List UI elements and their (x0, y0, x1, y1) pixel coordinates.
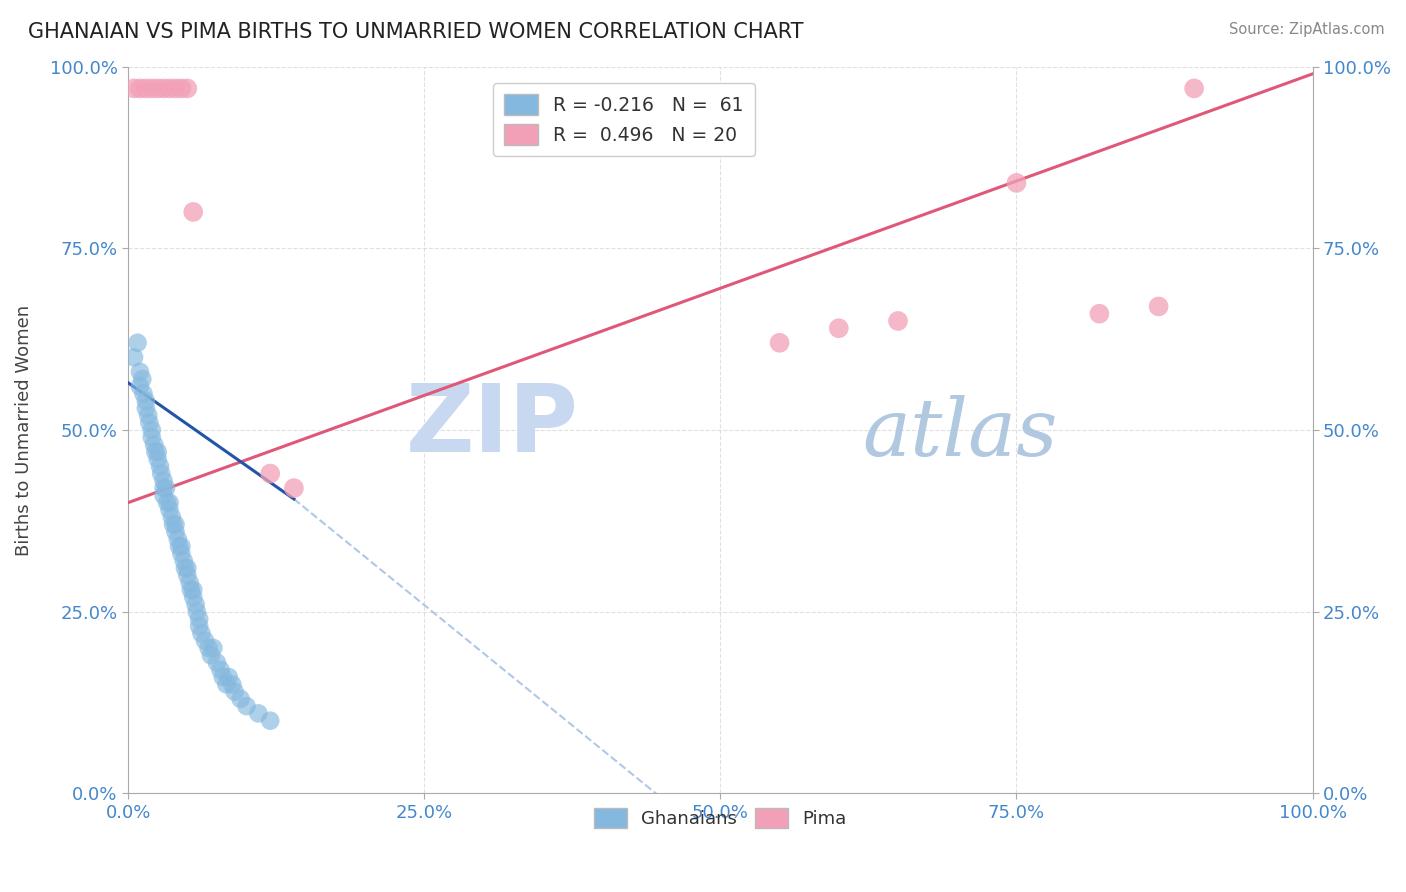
Point (143, 444, 166, 458)
Point (127, 335, 149, 350)
Point (156, 496, 179, 510)
Point (179, 575, 201, 590)
Point (160, 510, 183, 524)
Text: Source: ZipAtlas.com: Source: ZipAtlas.com (1229, 22, 1385, 37)
Point (215, 677, 238, 691)
Point (176, 81, 198, 95)
Point (167, 539, 190, 553)
Point (122, 351, 145, 365)
Point (159, 496, 181, 510)
Point (149, 459, 172, 474)
Point (181, 582, 204, 597)
Point (155, 481, 177, 495)
Point (184, 598, 207, 612)
Point (141, 430, 163, 444)
Point (129, 81, 152, 95)
Point (146, 444, 169, 458)
Point (176, 561, 198, 575)
Point (170, 547, 193, 561)
Point (152, 474, 174, 488)
Point (205, 656, 228, 670)
Point (768, 335, 790, 350)
Point (180, 582, 202, 597)
Point (259, 714, 281, 728)
Point (129, 379, 152, 393)
Point (235, 699, 257, 714)
Point (165, 524, 187, 539)
Point (143, 437, 166, 451)
Point (165, 81, 187, 95)
Point (1147, 300, 1170, 314)
Point (170, 539, 193, 553)
Point (218, 670, 240, 684)
Point (159, 81, 181, 95)
Legend: Ghanaians, Pima: Ghanaians, Pima (588, 801, 853, 835)
Point (174, 561, 197, 575)
Point (283, 481, 305, 495)
Point (224, 684, 246, 698)
Point (122, 81, 145, 95)
Point (1088, 307, 1111, 321)
Point (176, 568, 198, 582)
Point (229, 691, 252, 706)
Point (197, 640, 219, 655)
Point (132, 386, 155, 401)
Point (135, 81, 157, 95)
Point (165, 517, 187, 532)
Point (136, 409, 159, 423)
Point (129, 365, 152, 379)
Point (141, 423, 163, 437)
Point (159, 503, 181, 517)
Text: ZIP: ZIP (405, 380, 578, 473)
Point (259, 467, 281, 481)
Point (200, 648, 222, 663)
Point (150, 467, 173, 481)
Point (135, 393, 157, 408)
Point (166, 532, 188, 546)
Point (138, 416, 160, 430)
Point (1005, 176, 1028, 190)
Y-axis label: Births to Unmarried Women: Births to Unmarried Women (15, 304, 32, 556)
Point (146, 81, 169, 95)
Point (152, 488, 174, 502)
Point (152, 81, 174, 95)
Point (181, 590, 204, 604)
Text: atlas: atlas (862, 395, 1057, 473)
Point (135, 401, 157, 416)
Point (211, 670, 233, 684)
Point (181, 205, 204, 219)
Point (202, 640, 225, 655)
Point (170, 81, 193, 95)
Point (173, 554, 195, 568)
Point (828, 321, 851, 335)
Point (209, 663, 232, 677)
Point (887, 314, 910, 328)
Point (221, 677, 243, 691)
Point (162, 517, 184, 532)
Point (1182, 81, 1205, 95)
Point (146, 452, 169, 467)
Point (152, 481, 174, 495)
Point (188, 612, 211, 626)
Point (247, 706, 270, 721)
Text: GHANAIAN VS PIMA BIRTHS TO UNMARRIED WOMEN CORRELATION CHART: GHANAIAN VS PIMA BIRTHS TO UNMARRIED WOM… (28, 22, 804, 42)
Point (141, 81, 163, 95)
Point (194, 633, 217, 648)
Point (190, 626, 212, 640)
Point (131, 372, 153, 386)
Point (186, 605, 208, 619)
Point (188, 619, 211, 633)
